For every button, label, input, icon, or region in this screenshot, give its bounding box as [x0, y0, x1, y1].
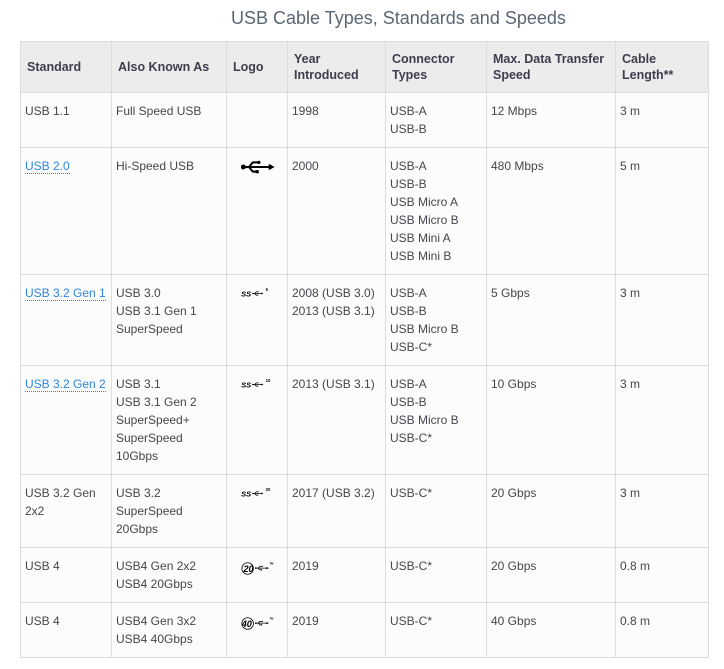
svg-text:TM: TM	[269, 617, 274, 621]
svg-text:SS: SS	[241, 290, 251, 299]
svg-text:20: 20	[242, 564, 253, 574]
svg-text:20: 20	[266, 487, 271, 492]
svg-text:5: 5	[266, 287, 269, 292]
svg-text:TM: TM	[269, 562, 274, 566]
svg-text:SS: SS	[241, 490, 251, 499]
svg-text:SS: SS	[241, 381, 251, 390]
svg-text:10: 10	[266, 378, 271, 383]
svg-text:40: 40	[241, 619, 252, 629]
